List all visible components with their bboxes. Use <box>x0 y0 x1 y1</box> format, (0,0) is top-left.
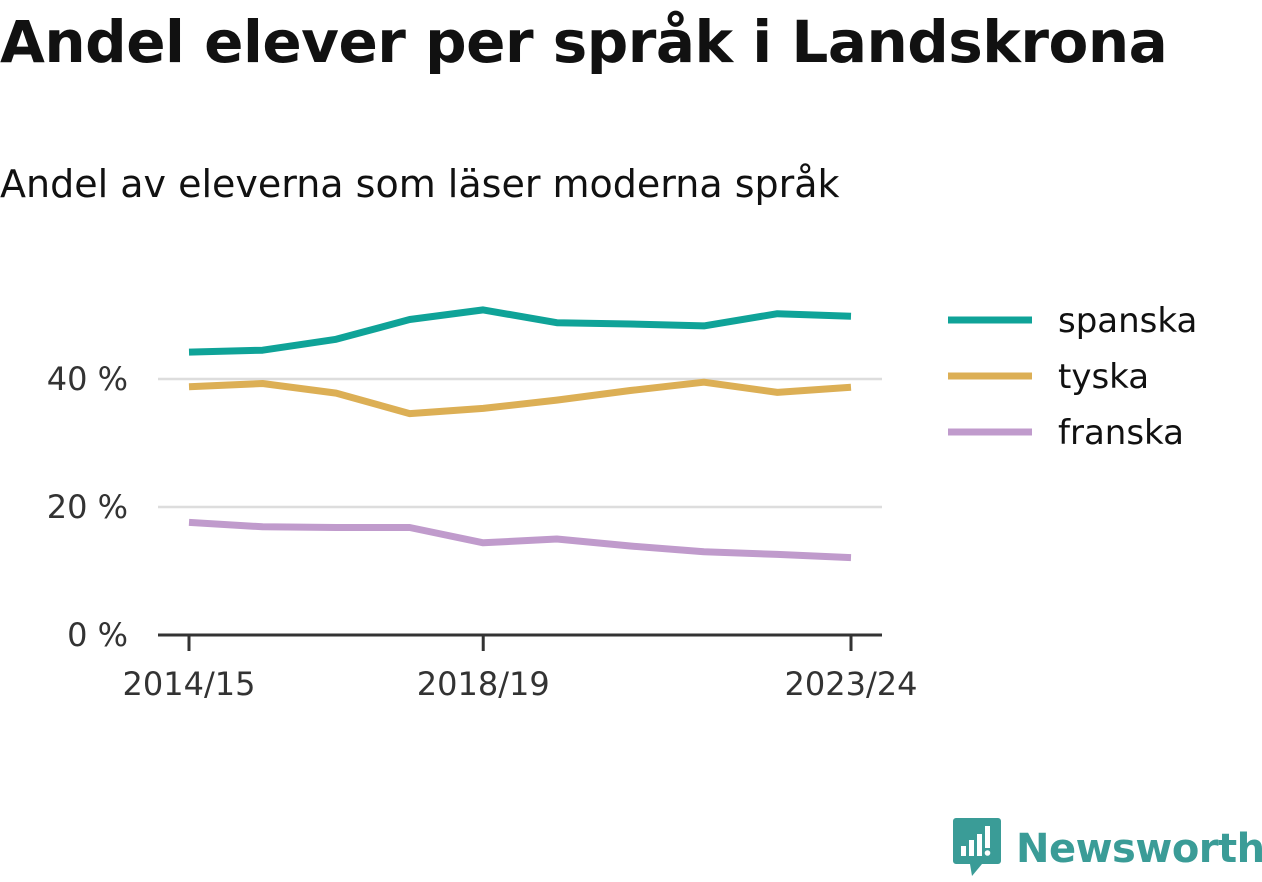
y-tick-label: 20 % <box>47 488 128 526</box>
series-line-franska <box>188 518 852 562</box>
x-tick-label: 2018/19 <box>417 665 550 703</box>
gridlines <box>158 377 882 509</box>
y-tick-label: 40 % <box>47 360 128 398</box>
axes: 0 % 20 % 40 % 2014/15 2018/19 2023/24 <box>47 360 918 703</box>
x-tick-label: 2014/15 <box>123 665 256 703</box>
series-line-tyska <box>188 378 852 418</box>
chart-title: Andel elever per språk i Landskrona <box>0 8 1168 76</box>
newsworthy-logo: Newsworthy <box>952 818 1262 880</box>
chart-subtitle: Andel av eleverna som läser moderna språ… <box>0 162 840 206</box>
legend-label-tyska: tyska <box>1058 357 1149 397</box>
x-tick-label: 2023/24 <box>785 665 918 703</box>
series-line-spanska <box>188 306 852 356</box>
newsworthy-logo-icon <box>952 816 1002 882</box>
legend-label-spanska: spanska <box>1058 301 1197 341</box>
legend-label-franska: franska <box>1058 413 1184 453</box>
newsworthy-logo-text: Newsworthy <box>1016 826 1262 872</box>
y-tick-label: 0 % <box>67 616 128 654</box>
series-lines <box>188 306 852 562</box>
legend: spanska tyska franska <box>948 301 1197 453</box>
